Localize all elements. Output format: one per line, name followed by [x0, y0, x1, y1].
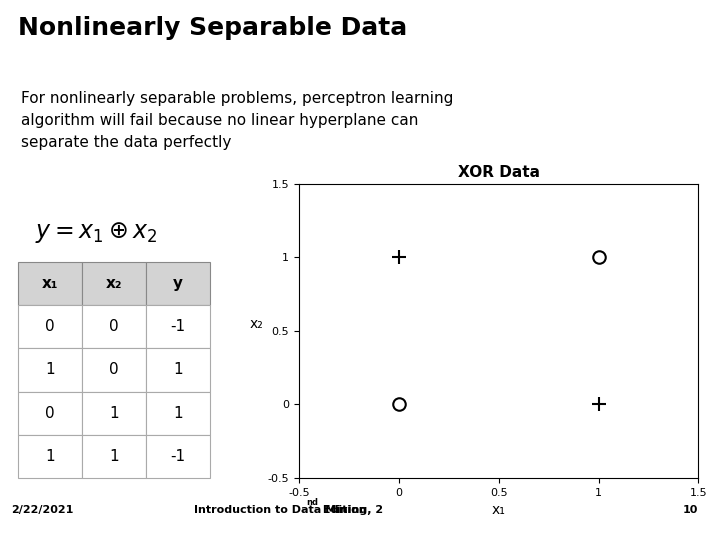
Text: $y = x_1 \oplus x_2$: $y = x_1 \oplus x_2$ — [35, 220, 158, 245]
Text: nd: nd — [306, 498, 318, 507]
Text: Introduction to Data Mining, 2: Introduction to Data Mining, 2 — [194, 505, 384, 515]
X-axis label: x₁: x₁ — [492, 503, 505, 517]
Text: For nonlinearly separable problems, perceptron learning
algorithm will fail beca: For nonlinearly separable problems, perc… — [21, 91, 454, 150]
Text: Edition: Edition — [319, 505, 366, 515]
Y-axis label: x₂: x₂ — [249, 317, 264, 330]
Title: XOR Data: XOR Data — [458, 165, 539, 180]
Text: Nonlinearly Separable Data: Nonlinearly Separable Data — [18, 16, 408, 40]
Text: 2/22/2021: 2/22/2021 — [11, 505, 73, 515]
Text: 10: 10 — [683, 505, 698, 515]
